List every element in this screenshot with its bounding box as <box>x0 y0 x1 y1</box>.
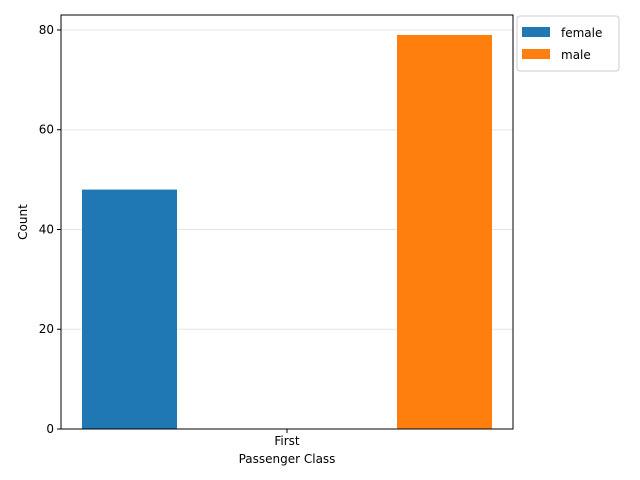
x-tick-label: First <box>274 434 300 448</box>
bars <box>82 34 492 429</box>
bar-female <box>82 189 177 429</box>
y-axis-label: Count <box>16 204 30 240</box>
bar-male <box>397 34 492 429</box>
y-tick-label: 40 <box>39 222 54 236</box>
legend-label-female: female <box>561 26 602 40</box>
y-axis: 0 20 40 60 80 <box>39 23 61 436</box>
x-axis-label: Passenger Class <box>239 452 336 466</box>
x-axis: First <box>274 429 300 448</box>
y-tick-label: 80 <box>39 23 54 37</box>
legend-swatch-male <box>522 49 550 59</box>
legend: female male <box>516 15 620 72</box>
legend-box <box>516 15 620 72</box>
legend-label-male: male <box>561 48 591 62</box>
y-tick-label: 0 <box>46 422 54 436</box>
y-tick-label: 20 <box>39 322 54 336</box>
y-tick-label: 60 <box>39 123 54 137</box>
legend-swatch-female <box>522 27 550 37</box>
